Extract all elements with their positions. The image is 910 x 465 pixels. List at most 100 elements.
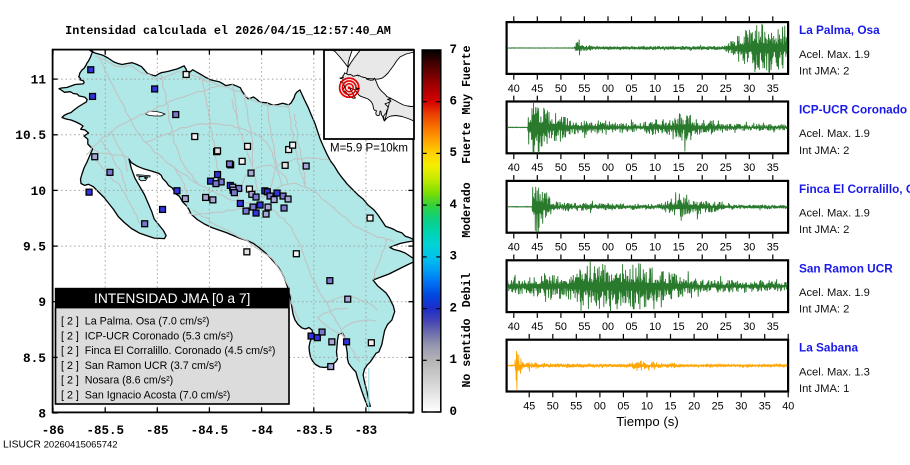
svg-text:05: 05	[625, 321, 637, 333]
svg-text:-83.5: -83.5	[295, 424, 333, 438]
svg-text:-85: -85	[146, 424, 169, 438]
svg-text:40: 40	[508, 162, 520, 174]
svg-text:55: 55	[578, 162, 590, 174]
svg-text:25: 25	[720, 162, 732, 174]
svg-text:15: 15	[673, 321, 685, 333]
svg-text:35: 35	[767, 162, 779, 174]
svg-text:9.5: 9.5	[23, 240, 46, 255]
svg-text:45: 45	[523, 400, 535, 412]
svg-text:40: 40	[782, 400, 794, 412]
svg-text:[ 2 ] San Ramon UCR (3.7 cm/s: [ 2 ] San Ramon UCR (3.7 cm/s²)	[61, 360, 221, 372]
svg-text:2: 2	[450, 301, 458, 315]
svg-text:-84: -84	[250, 424, 273, 438]
svg-text:10: 10	[649, 242, 661, 254]
svg-text:INTENSIDAD JMA [0 a 7]: INTENSIDAD JMA [0 a 7]	[94, 291, 250, 306]
svg-text:35: 35	[759, 400, 771, 412]
svg-text:Int JMA: 2: Int JMA: 2	[799, 65, 849, 77]
svg-text:-84.5: -84.5	[191, 424, 229, 438]
svg-text:11: 11	[31, 73, 47, 88]
svg-text:Int JMA: 2: Int JMA: 2	[799, 224, 849, 236]
svg-text:35: 35	[767, 321, 779, 333]
svg-text:8: 8	[38, 407, 46, 422]
svg-text:20: 20	[688, 400, 700, 412]
svg-text:00: 00	[602, 321, 614, 333]
svg-text:[ 2 ] Nosara (8.6 cm/s²): [ 2 ] Nosara (8.6 cm/s²)	[61, 375, 173, 387]
svg-text:Tiempo (s): Tiempo (s)	[616, 414, 679, 429]
svg-text:10: 10	[649, 321, 661, 333]
svg-text:ICP-UCR Coronado: ICP-UCR Coronado	[799, 103, 907, 117]
svg-text:00: 00	[594, 400, 606, 412]
svg-text:20: 20	[696, 242, 708, 254]
svg-text:8.5: 8.5	[23, 351, 46, 366]
svg-text:00: 00	[602, 242, 614, 254]
svg-text:45: 45	[531, 242, 543, 254]
svg-text:1: 1	[450, 353, 458, 367]
svg-text:40: 40	[508, 83, 520, 95]
svg-text:-86: -86	[42, 424, 65, 438]
svg-text:Finca El Corralillo, Coronado: Finca El Corralillo, Coronado	[799, 182, 910, 196]
svg-text:Intensidad calculada el 2026/0: Intensidad calculada el 2026/04/15_12:57…	[65, 24, 391, 38]
svg-text:15: 15	[664, 400, 676, 412]
svg-text:50: 50	[555, 321, 567, 333]
svg-text:10: 10	[649, 162, 661, 174]
svg-text:Acel. Max. 1.3: Acel. Max. 1.3	[799, 366, 870, 378]
svg-text:3: 3	[450, 250, 458, 264]
svg-text:30: 30	[743, 83, 755, 95]
svg-text:Muy Fuerte: Muy Fuerte	[461, 45, 474, 114]
svg-text:6: 6	[450, 95, 458, 109]
svg-text:5: 5	[450, 146, 458, 160]
svg-text:LISUCR 20260415065742: LISUCR 20260415065742	[3, 440, 118, 451]
svg-text:55: 55	[570, 400, 582, 412]
svg-text:Int JMA: 2: Int JMA: 2	[799, 304, 849, 316]
svg-text:0: 0	[450, 405, 458, 419]
svg-text:20: 20	[696, 321, 708, 333]
svg-text:[ 2 ] La Palma. Osa (7.0 cm/s: [ 2 ] La Palma. Osa (7.0 cm/s²)	[61, 316, 209, 328]
svg-text:35: 35	[767, 242, 779, 254]
svg-text:-85.5: -85.5	[86, 424, 124, 438]
svg-text:35: 35	[767, 83, 779, 95]
svg-text:05: 05	[625, 83, 637, 95]
svg-text:30: 30	[743, 321, 755, 333]
svg-text:[ 2 ] San Ignacio Acosta (7.0: [ 2 ] San Ignacio Acosta (7.0 cm/s²)	[61, 390, 230, 402]
svg-text:40: 40	[508, 321, 520, 333]
svg-text:Acel. Max. 1.9: Acel. Max. 1.9	[799, 128, 870, 140]
svg-text:00: 00	[602, 83, 614, 95]
svg-text:25: 25	[712, 400, 724, 412]
svg-text:40: 40	[508, 242, 520, 254]
svg-text:10: 10	[31, 184, 46, 199]
svg-text:30: 30	[743, 242, 755, 254]
svg-text:25: 25	[720, 321, 732, 333]
svg-text:20: 20	[696, 162, 708, 174]
svg-text:Acel. Max. 1.9: Acel. Max. 1.9	[799, 49, 870, 61]
svg-text:Debil: Debil	[461, 273, 474, 308]
svg-text:15: 15	[673, 83, 685, 95]
svg-text:Fuerte: Fuerte	[461, 122, 474, 164]
svg-text:50: 50	[547, 400, 559, 412]
svg-text:9: 9	[38, 295, 46, 310]
svg-text:-83: -83	[355, 424, 378, 438]
svg-text:25: 25	[720, 83, 732, 95]
svg-text:55: 55	[578, 242, 590, 254]
svg-text:[ 2 ] ICP-UCR Coronado (5.3 c: [ 2 ] ICP-UCR Coronado (5.3 cm/s²)	[61, 330, 233, 342]
svg-text:No sentido: No sentido	[461, 318, 474, 387]
svg-text:Int JMA: 1: Int JMA: 1	[799, 383, 849, 395]
svg-text:50: 50	[555, 83, 567, 95]
svg-text:45: 45	[531, 162, 543, 174]
svg-text:25: 25	[720, 242, 732, 254]
svg-text:05: 05	[625, 162, 637, 174]
svg-text:San Ramon UCR: San Ramon UCR	[799, 261, 893, 275]
svg-text:50: 50	[555, 162, 567, 174]
svg-text:30: 30	[735, 400, 747, 412]
svg-text:55: 55	[578, 83, 590, 95]
svg-text:Moderado: Moderado	[461, 182, 474, 237]
svg-text:Acel. Max. 1.9: Acel. Max. 1.9	[799, 287, 870, 299]
svg-text:30: 30	[743, 162, 755, 174]
svg-text:15: 15	[673, 162, 685, 174]
svg-text:Int JMA: 2: Int JMA: 2	[799, 145, 849, 157]
svg-text:4: 4	[450, 198, 458, 212]
svg-text:Acel. Max. 1.9: Acel. Max. 1.9	[799, 208, 870, 220]
svg-text:[ 2 ] Finca El Corralillo. Co: [ 2 ] Finca El Corralillo. Coronado (4.5…	[61, 345, 275, 357]
svg-text:La Sabana: La Sabana	[799, 341, 858, 355]
svg-text:La Palma, Osa: La Palma, Osa	[799, 23, 880, 37]
svg-text:10.5: 10.5	[15, 128, 46, 143]
